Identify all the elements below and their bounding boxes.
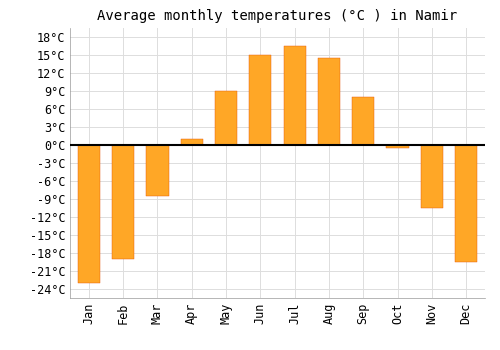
Bar — [249, 55, 272, 145]
Bar — [284, 46, 306, 145]
Bar — [215, 91, 237, 145]
Bar — [146, 145, 169, 196]
Bar — [78, 145, 100, 282]
Bar — [386, 145, 408, 148]
Bar — [420, 145, 443, 208]
Bar — [318, 58, 340, 145]
Bar — [112, 145, 134, 259]
Bar — [352, 97, 374, 145]
Bar — [455, 145, 477, 261]
Bar — [180, 139, 203, 145]
Title: Average monthly temperatures (°C ) in Namir: Average monthly temperatures (°C ) in Na… — [98, 9, 458, 23]
